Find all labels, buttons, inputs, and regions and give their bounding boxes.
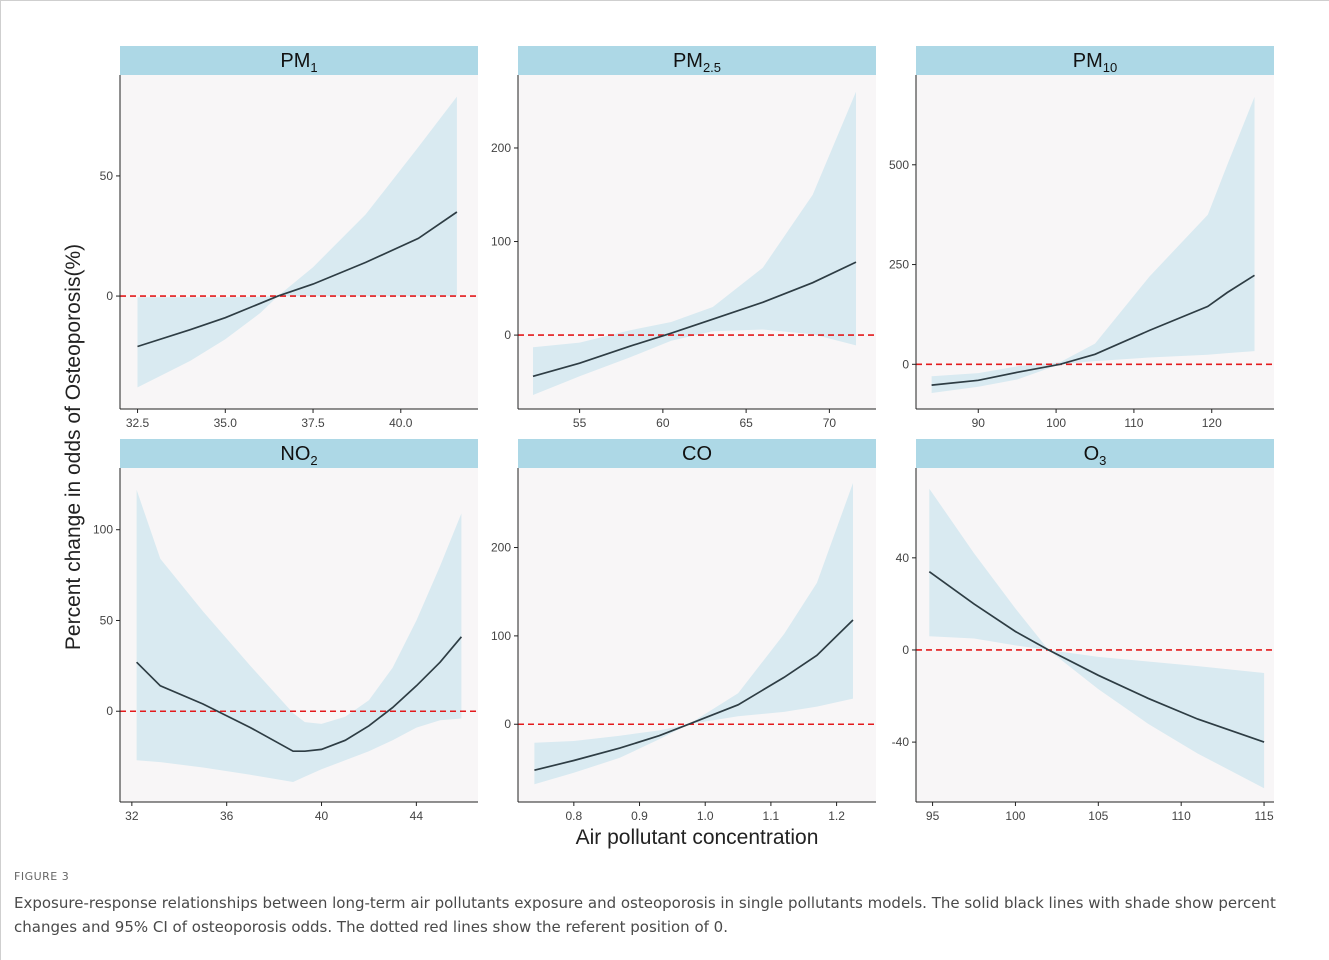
x-tick-label: 32	[125, 809, 139, 823]
y-tick-label: 0	[902, 643, 909, 657]
x-axis-label: Air pollutant concentration	[576, 826, 819, 849]
y-tick-label: 40	[896, 551, 910, 565]
estimate-line	[136, 636, 463, 753]
x-tick-label: 90	[972, 416, 986, 430]
x-tick-label: 37.5	[301, 416, 325, 430]
panel-strip	[120, 439, 478, 468]
x-tick-label: 110	[1124, 416, 1143, 430]
panel-title: CO	[682, 443, 712, 465]
panel-strip	[916, 439, 1274, 468]
y-tick-label: 200	[491, 541, 511, 555]
y-tick-label: 250	[889, 258, 909, 272]
figure-plot-area: Percent change in odds of Osteoporosis(%…	[62, 46, 1274, 849]
ci-ribbon	[534, 483, 853, 785]
panel-strip	[518, 46, 876, 75]
panel-4: NO2 0 50 100 32 36 40 44	[93, 439, 478, 823]
x-tick-label: 44	[410, 809, 424, 823]
ci-ribbon	[929, 488, 1265, 789]
panel-strip	[916, 46, 1274, 75]
ci-ribbon	[931, 96, 1255, 394]
ci-ribbon	[533, 91, 856, 396]
x-tick-label: 115	[1254, 809, 1273, 823]
y-tick-label: 0	[106, 704, 113, 718]
y-tick-label: 100	[491, 235, 511, 249]
estimate-line	[928, 571, 1265, 743]
y-tick-label: -40	[892, 735, 910, 749]
y-tick-label: 50	[100, 613, 114, 627]
figure-caption: FIGURE 3 Exposure-response relationships…	[14, 870, 1314, 939]
y-tick-label: 0	[106, 289, 113, 303]
x-tick-label: 65	[739, 416, 753, 430]
x-tick-label: 105	[1088, 809, 1108, 823]
ci-ribbon	[136, 489, 462, 782]
caption-text: Exposure-response relationships between …	[14, 894, 1276, 936]
ci-ribbon	[137, 96, 457, 388]
x-tick-label: 1.0	[697, 809, 714, 823]
panel-strip	[518, 439, 876, 468]
estimate-line	[931, 274, 1255, 386]
panel-1: PM1 0 50 32.5 35.0 37.5 40.0	[100, 46, 478, 430]
x-tick-label: 70	[823, 416, 837, 430]
panel-title: PM10	[1073, 50, 1117, 75]
panel-strip	[120, 46, 478, 75]
y-tick-label: 0	[902, 357, 909, 371]
estimate-line	[534, 619, 854, 772]
x-tick-label: 100	[1046, 416, 1066, 430]
estimate-line	[532, 261, 857, 378]
y-tick-label: 0	[504, 717, 511, 731]
caption-label: FIGURE 3	[14, 870, 70, 883]
panel-title: PM1	[280, 50, 317, 75]
x-tick-label: 0.8	[565, 809, 582, 823]
panel-5: CO 0 100 200 0.8 0.9 1.0 1.1 1.2	[491, 439, 876, 823]
panel-6: O3 -40 0 40 95 100 105 110 115	[892, 439, 1274, 823]
x-tick-label: 40	[315, 809, 329, 823]
panel-3: PM10 0 250 500 90 100 110 120	[889, 46, 1274, 430]
panel-title: NO2	[280, 443, 317, 468]
y-axis-label: Percent change in odds of Osteoporosis(%…	[62, 244, 85, 650]
x-tick-label: 120	[1202, 416, 1222, 430]
x-tick-label: 0.9	[631, 809, 648, 823]
panel-title: PM2.5	[673, 50, 721, 75]
panel-title: O3	[1084, 443, 1107, 468]
y-tick-label: 200	[491, 141, 511, 155]
panel-2: PM2.5 0 100 200 55 60 65 70	[491, 46, 876, 430]
estimate-line	[137, 211, 458, 348]
x-tick-label: 36	[220, 809, 234, 823]
y-tick-label: 100	[93, 523, 113, 537]
x-tick-label: 32.5	[126, 416, 150, 430]
y-tick-label: 0	[504, 328, 511, 342]
x-tick-label: 60	[656, 416, 670, 430]
y-tick-label: 500	[889, 158, 909, 172]
x-tick-label: 40.0	[389, 416, 413, 430]
x-tick-label: 110	[1172, 809, 1191, 823]
x-tick-label: 100	[1005, 809, 1025, 823]
x-tick-label: 55	[573, 416, 587, 430]
x-tick-label: 35.0	[214, 416, 238, 430]
x-tick-label: 1.2	[828, 809, 845, 823]
y-tick-label: 50	[100, 169, 114, 183]
x-tick-label: 1.1	[763, 809, 780, 823]
y-tick-label: 100	[491, 629, 511, 643]
x-tick-label: 95	[926, 809, 940, 823]
